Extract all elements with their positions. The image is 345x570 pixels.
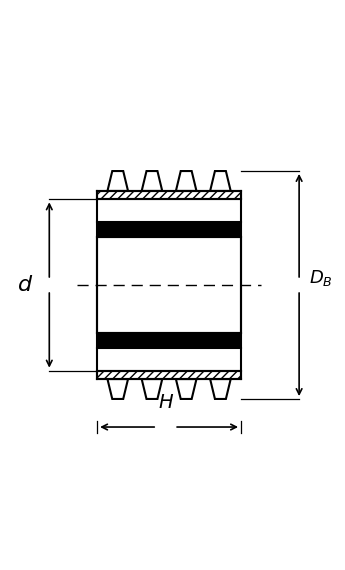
Bar <box>97 333 241 348</box>
Polygon shape <box>142 171 162 191</box>
Polygon shape <box>176 379 196 399</box>
Polygon shape <box>210 171 231 191</box>
Text: $\mathbf{\mathit{H}}$: $\mathbf{\mathit{H}}$ <box>158 393 174 412</box>
Text: $\mathbf{\mathit{D_B}}$: $\mathbf{\mathit{D_B}}$ <box>309 268 333 288</box>
Polygon shape <box>142 379 162 399</box>
Bar <box>97 237 241 333</box>
Polygon shape <box>210 379 231 399</box>
Text: $\mathbf{\mathit{d}}$: $\mathbf{\mathit{d}}$ <box>17 275 33 295</box>
Bar <box>97 370 241 379</box>
Polygon shape <box>108 171 128 191</box>
Bar <box>97 191 241 200</box>
Polygon shape <box>176 171 196 191</box>
Bar <box>97 222 241 237</box>
Polygon shape <box>108 379 128 399</box>
